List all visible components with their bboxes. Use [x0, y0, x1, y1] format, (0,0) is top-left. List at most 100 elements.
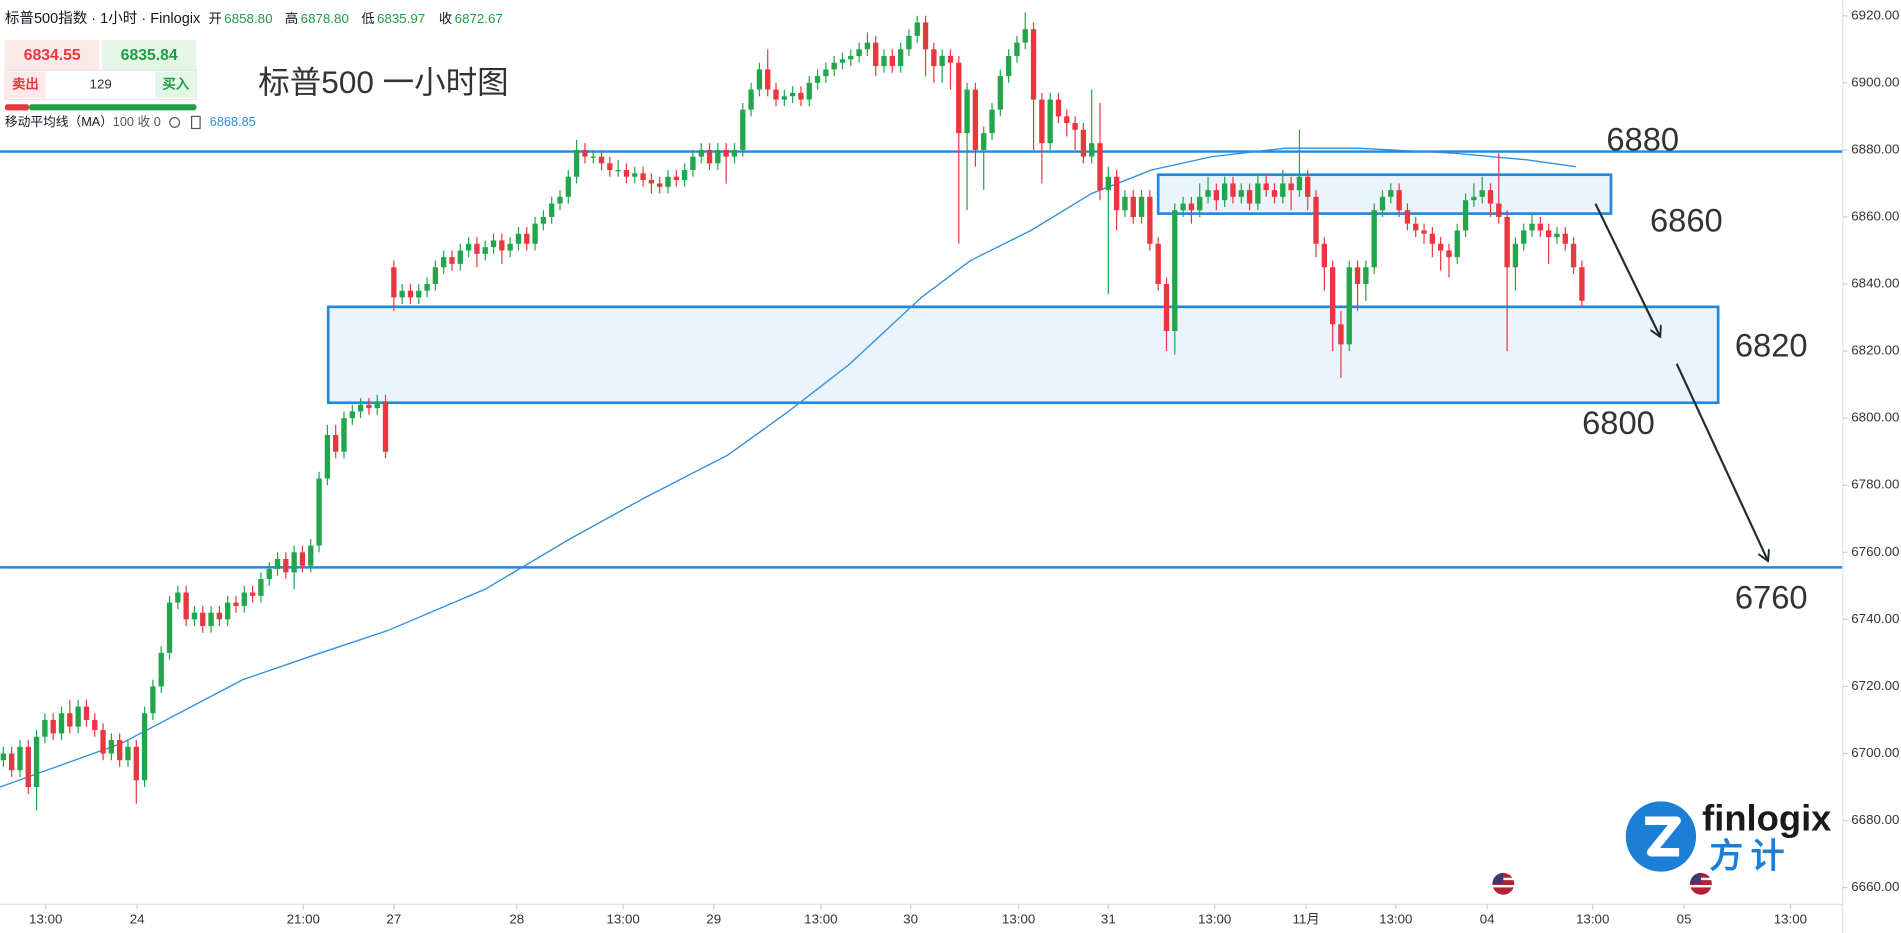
candle-body [482, 247, 488, 254]
y-tick-label: 6840.00 [1851, 276, 1899, 291]
flag [1492, 872, 1515, 895]
candle-body [1022, 29, 1028, 43]
y-tick-label: 6880.00 [1851, 141, 1899, 156]
candle-body [1379, 196, 1386, 211]
candle-body [715, 149, 721, 164]
x-tick-label: 30 [903, 912, 918, 927]
candle-body [607, 163, 613, 171]
candle-body [399, 290, 405, 298]
candle-body [848, 56, 854, 60]
candle-body [673, 176, 679, 181]
candle-body [532, 223, 538, 244]
candle-body [1014, 42, 1020, 57]
candle-body [1047, 99, 1053, 144]
candle-body [823, 69, 829, 77]
candle-body [681, 170, 688, 181]
candle-body [1030, 29, 1037, 100]
candle-body [374, 401, 380, 409]
candle-body [1105, 176, 1112, 191]
candle-body [549, 203, 555, 217]
candle-body [1570, 243, 1577, 268]
buy-button[interactable] [155, 71, 197, 99]
sell-box[interactable] [4, 40, 100, 71]
candle-body [1172, 210, 1178, 331]
candle-body [50, 719, 56, 734]
candle-body [1155, 243, 1161, 285]
candle-body [1055, 99, 1062, 117]
candle-body [316, 478, 322, 546]
candle-body [1454, 230, 1460, 258]
candle-body [1280, 183, 1286, 197]
candle-body [1097, 143, 1103, 191]
candle-body [1388, 190, 1394, 197]
candle-body [1255, 183, 1261, 204]
candle-body [1579, 267, 1585, 301]
candle-body [947, 56, 954, 63]
candle-body [291, 552, 297, 573]
settings-icon[interactable] [169, 116, 181, 128]
candle-body [1122, 196, 1128, 211]
candle-body [1313, 196, 1319, 244]
candle-body [706, 149, 713, 164]
x-tick-label: 11月 [1292, 912, 1319, 927]
candle-body [166, 602, 173, 653]
buy-box[interactable] [101, 40, 197, 71]
candle-body [42, 719, 48, 737]
candle-body [266, 569, 272, 580]
candle-body [1197, 196, 1203, 211]
ohlc-label: 高 [285, 10, 298, 26]
candle-body [1138, 196, 1145, 217]
logo-text-zh: 方计 [1709, 837, 1791, 875]
candle-body [1288, 183, 1294, 191]
candle-body [1271, 190, 1278, 197]
candle-body [981, 133, 987, 150]
y-tick-label: 6780.00 [1851, 477, 1899, 492]
candle-body [1479, 190, 1485, 197]
ohlc-value: 6872.67 [455, 11, 503, 26]
candle-body [1354, 267, 1361, 285]
candle-body [1089, 143, 1095, 157]
plot [0, 12, 1843, 811]
candle-body [590, 156, 596, 158]
flag [1690, 872, 1712, 895]
sell-label: 卖出 [12, 75, 39, 91]
candle-body [33, 736, 40, 788]
sell-button[interactable] [4, 71, 47, 99]
candle-body [100, 730, 106, 754]
x-tick-label: 27 [386, 912, 401, 927]
symbol-title: 标普500指数 · 1小时 · Finlogix [5, 10, 201, 27]
candle-body [648, 180, 655, 184]
candle-body [1413, 223, 1419, 231]
candle-body [1371, 210, 1377, 268]
annotation: 6800 [1582, 404, 1655, 441]
candle-body [1072, 123, 1078, 130]
candle-body [515, 233, 522, 244]
candle-body [540, 216, 547, 224]
candle-body [690, 156, 696, 171]
candle-body [1363, 267, 1369, 285]
ohlc-value: 6858.80 [224, 11, 272, 26]
sentiment-buy [29, 104, 197, 111]
y-tick-label: 6660.00 [1851, 879, 1899, 894]
candle-body [582, 149, 588, 157]
logo-z [1645, 816, 1681, 857]
zone [326, 305, 1720, 405]
candle-body [806, 82, 812, 100]
ohlc-value: 6835.97 [377, 11, 425, 26]
spread: 129 [90, 76, 112, 91]
candle-body [956, 62, 962, 134]
candle-body [839, 59, 846, 63]
candle-body [1305, 176, 1311, 197]
candle-body [366, 404, 372, 409]
candle-body [0, 753, 7, 761]
candle-body [1496, 203, 1502, 217]
sentiment-sell [4, 104, 30, 111]
candle-body [349, 411, 355, 419]
ohlc-label: 收 [439, 11, 452, 26]
candle-body [58, 713, 65, 734]
delete-icon[interactable] [190, 115, 201, 130]
candle-body [524, 233, 530, 244]
candle-body [1504, 216, 1510, 268]
candle-body [1180, 203, 1186, 211]
